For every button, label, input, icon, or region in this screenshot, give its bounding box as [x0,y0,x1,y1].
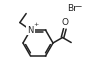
Text: −: − [75,2,82,11]
Text: N: N [27,26,34,34]
Text: O: O [61,18,68,27]
Text: Br: Br [67,4,77,12]
Text: +: + [34,22,39,27]
